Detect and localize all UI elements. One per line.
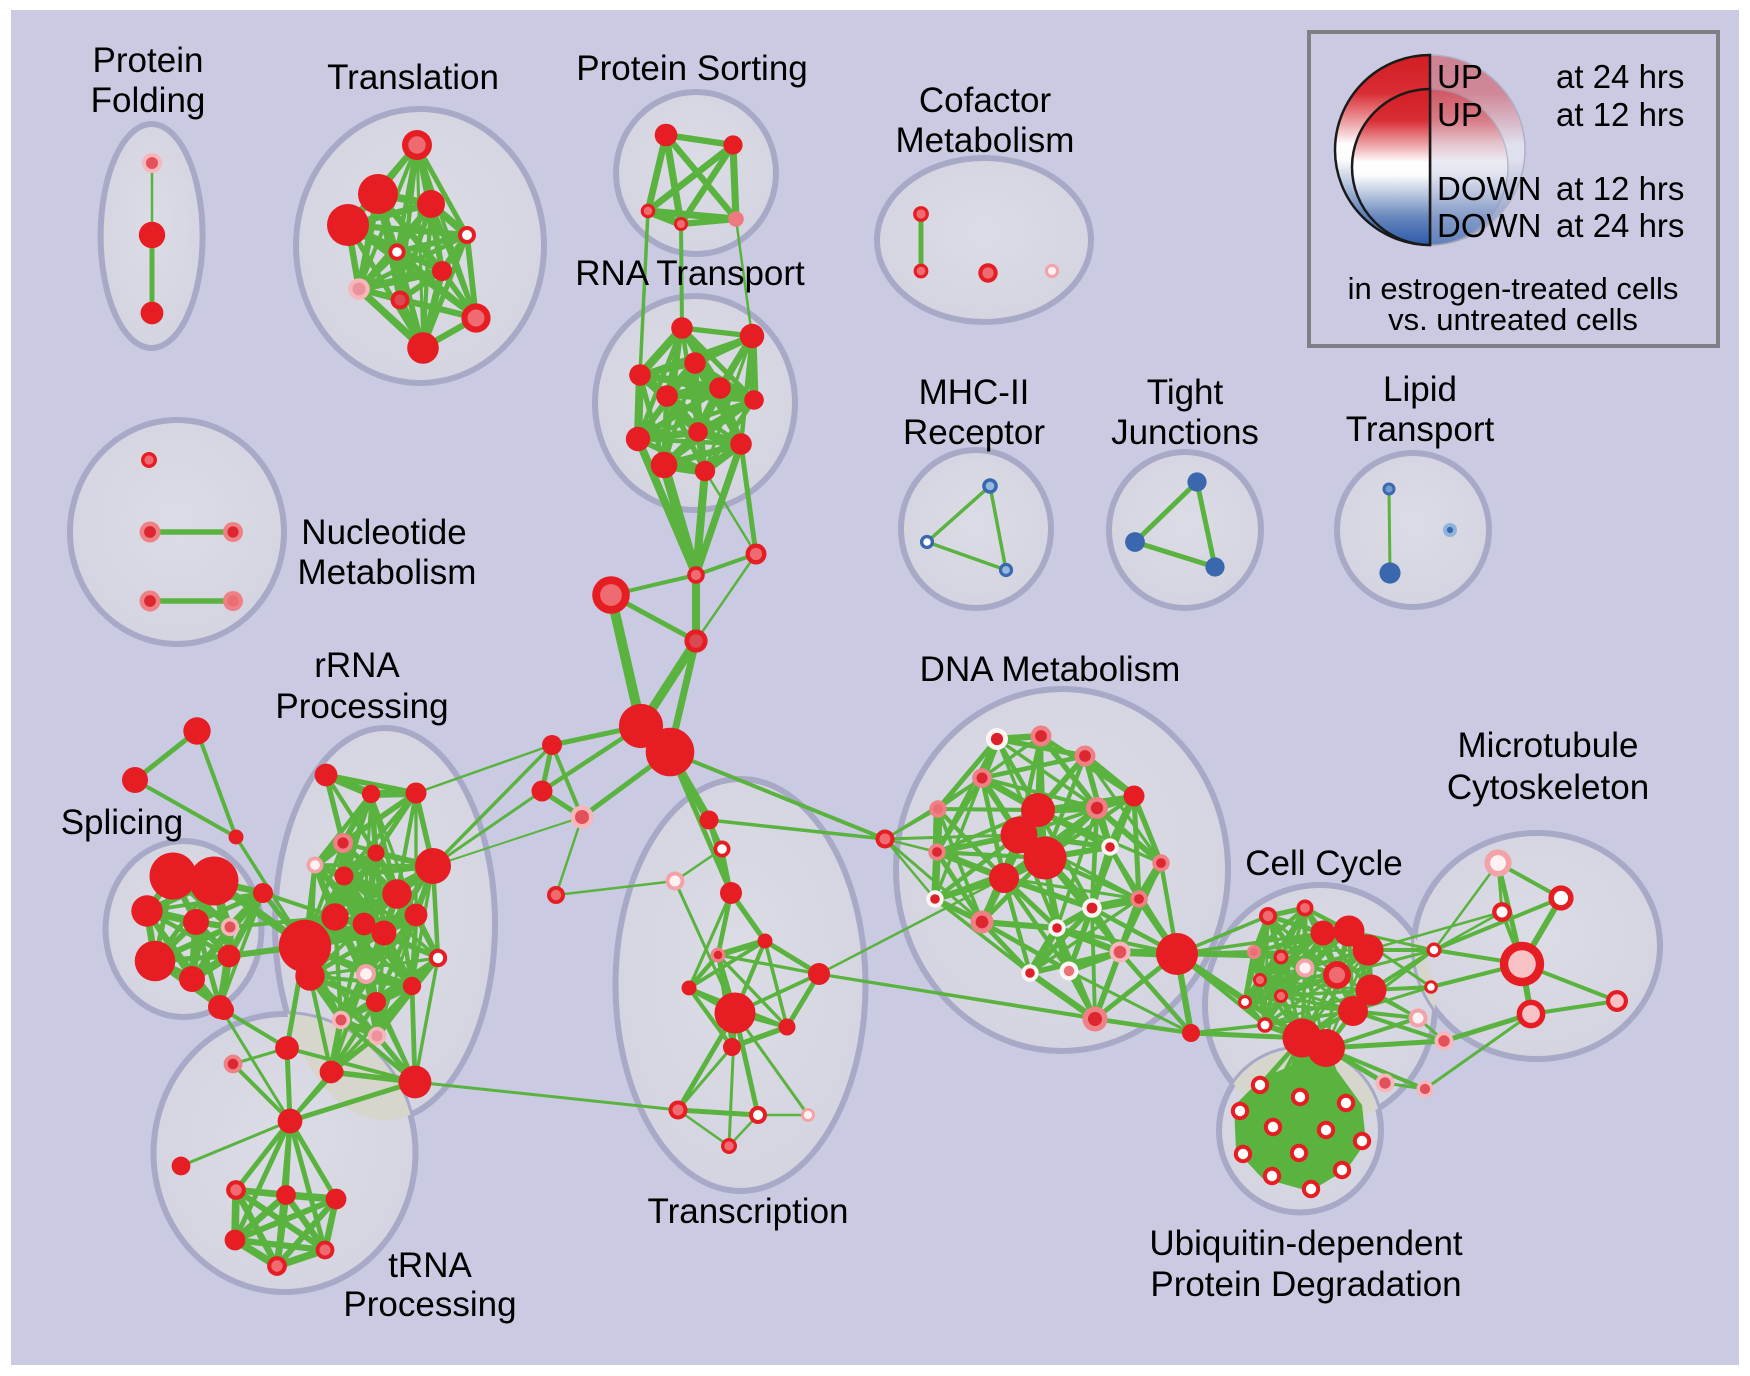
svg-text:Protein: Protein: [93, 41, 204, 80]
svg-text:Splicing: Splicing: [61, 803, 184, 842]
svg-text:Ubiquitin-dependent: Ubiquitin-dependent: [1149, 1224, 1463, 1263]
svg-text:tRNA: tRNA: [388, 1246, 472, 1285]
svg-text:Receptor: Receptor: [903, 413, 1045, 452]
svg-text:DNA Metabolism: DNA Metabolism: [920, 650, 1181, 689]
svg-text:at 24 hrs: at 24 hrs: [1556, 207, 1684, 244]
svg-text:MHC-II: MHC-II: [919, 373, 1030, 412]
svg-text:Protein Sorting: Protein Sorting: [576, 49, 808, 88]
svg-text:Folding: Folding: [91, 81, 206, 120]
svg-text:at 24 hrs: at 24 hrs: [1556, 58, 1684, 95]
svg-text:Metabolism: Metabolism: [298, 553, 477, 592]
svg-text:Cytoskeleton: Cytoskeleton: [1447, 768, 1649, 807]
svg-text:Junctions: Junctions: [1111, 413, 1259, 452]
svg-text:at 12 hrs: at 12 hrs: [1556, 96, 1684, 133]
svg-text:DOWN: DOWN: [1437, 170, 1541, 207]
svg-text:Cofactor: Cofactor: [919, 81, 1052, 120]
svg-text:UP: UP: [1437, 96, 1483, 133]
svg-text:Translation: Translation: [327, 58, 499, 97]
svg-text:Cell Cycle: Cell Cycle: [1245, 844, 1403, 883]
svg-text:vs. untreated cells: vs. untreated cells: [1388, 302, 1638, 337]
svg-text:DOWN: DOWN: [1437, 207, 1541, 244]
svg-text:Protein Degradation: Protein Degradation: [1150, 1265, 1461, 1304]
svg-text:at 12 hrs: at 12 hrs: [1556, 170, 1684, 207]
svg-text:rRNA: rRNA: [314, 646, 400, 685]
svg-text:UP: UP: [1437, 58, 1483, 95]
svg-text:RNA Transport: RNA Transport: [575, 254, 805, 293]
svg-text:Microtubule: Microtubule: [1458, 726, 1639, 765]
svg-text:Transport: Transport: [1346, 410, 1495, 449]
svg-text:Nucleotide: Nucleotide: [301, 513, 466, 552]
svg-text:Lipid: Lipid: [1383, 370, 1457, 409]
svg-text:Processing: Processing: [275, 687, 448, 726]
svg-text:Tight: Tight: [1147, 373, 1224, 412]
svg-text:Metabolism: Metabolism: [896, 121, 1075, 160]
svg-text:Processing: Processing: [343, 1285, 516, 1324]
svg-text:Transcription: Transcription: [648, 1192, 849, 1231]
svg-text:in estrogen-treated cells: in estrogen-treated cells: [1348, 271, 1679, 306]
